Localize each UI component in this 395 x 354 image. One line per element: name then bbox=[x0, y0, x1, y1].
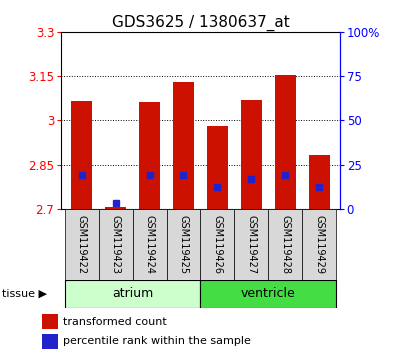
Bar bbox=[173, 82, 194, 209]
Bar bbox=[241, 100, 261, 209]
FancyBboxPatch shape bbox=[99, 209, 133, 280]
Bar bbox=[275, 75, 295, 209]
Text: transformed count: transformed count bbox=[63, 316, 167, 327]
FancyBboxPatch shape bbox=[133, 209, 167, 280]
FancyBboxPatch shape bbox=[65, 280, 200, 308]
Bar bbox=[42, 314, 58, 329]
Title: GDS3625 / 1380637_at: GDS3625 / 1380637_at bbox=[111, 14, 289, 30]
FancyBboxPatch shape bbox=[200, 209, 234, 280]
Text: atrium: atrium bbox=[112, 287, 153, 300]
Bar bbox=[207, 126, 228, 209]
Text: GSM119422: GSM119422 bbox=[77, 215, 87, 274]
Text: tissue ▶: tissue ▶ bbox=[2, 289, 47, 299]
Text: GSM119424: GSM119424 bbox=[145, 215, 154, 274]
Bar bbox=[71, 101, 92, 209]
Text: percentile rank within the sample: percentile rank within the sample bbox=[63, 336, 251, 346]
Text: GSM119427: GSM119427 bbox=[246, 215, 256, 274]
Text: ventricle: ventricle bbox=[241, 287, 296, 300]
Text: GSM119426: GSM119426 bbox=[213, 215, 222, 274]
FancyBboxPatch shape bbox=[268, 209, 302, 280]
FancyBboxPatch shape bbox=[167, 209, 200, 280]
FancyBboxPatch shape bbox=[302, 209, 336, 280]
Bar bbox=[105, 207, 126, 209]
Text: GSM119429: GSM119429 bbox=[314, 215, 324, 274]
Bar bbox=[139, 102, 160, 209]
Bar bbox=[309, 155, 329, 209]
Bar bbox=[42, 334, 58, 348]
Text: GSM119425: GSM119425 bbox=[179, 215, 188, 274]
Text: GSM119423: GSM119423 bbox=[111, 215, 120, 274]
FancyBboxPatch shape bbox=[234, 209, 268, 280]
FancyBboxPatch shape bbox=[200, 280, 336, 308]
Text: GSM119428: GSM119428 bbox=[280, 215, 290, 274]
FancyBboxPatch shape bbox=[65, 209, 99, 280]
